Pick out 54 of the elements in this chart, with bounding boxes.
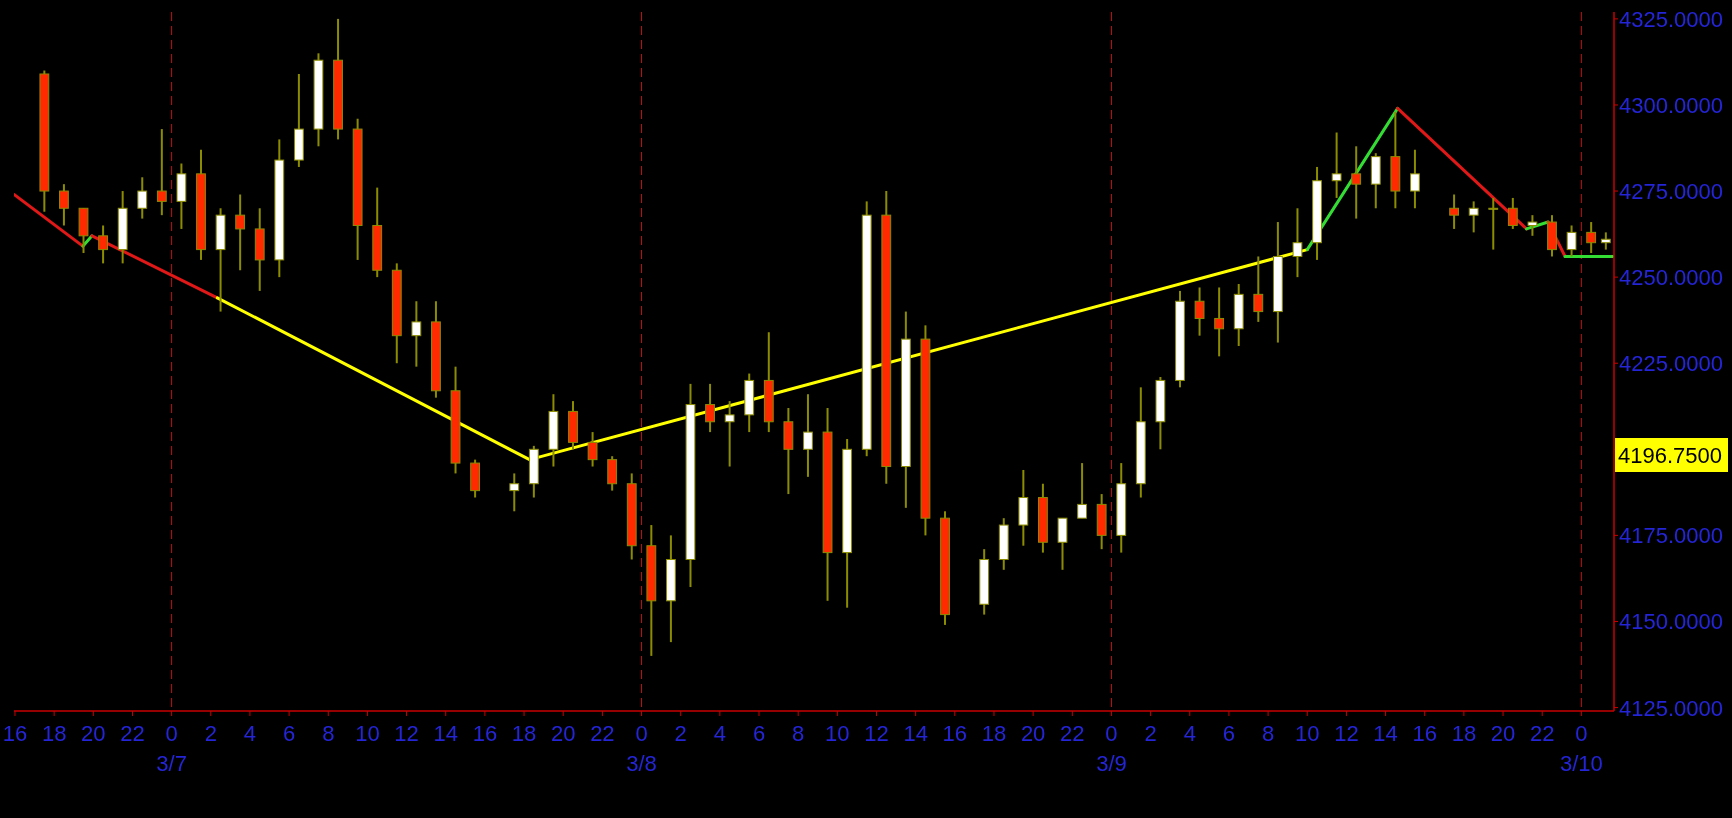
ref-line-label: 3/9 [1096, 751, 1127, 776]
x-tick-label: 20 [81, 721, 106, 746]
x-tick-label: 18 [41, 721, 67, 746]
x-tick-label: 22 [120, 721, 145, 746]
x-tick-label: 0 [635, 721, 648, 746]
x-tick-label: 20 [1490, 721, 1516, 746]
x-tick-label: 16 [2, 721, 28, 746]
x-tick-label: 2 [674, 721, 687, 746]
x-tick-label: 0 [1575, 721, 1588, 746]
x-tick-label: 18 [511, 721, 537, 746]
x-tick-label: 12 [1334, 721, 1359, 746]
x-tick-label: 8 [1261, 721, 1275, 746]
x-tick-label: 18 [981, 721, 1007, 746]
y-tick-label: 4275.0000 [1619, 178, 1723, 204]
x-tick-label: 10 [1295, 721, 1320, 746]
y-tick-label: 4325.0000 [1619, 6, 1723, 32]
x-tick-label: 10 [825, 721, 850, 746]
x-tick-label: 4 [243, 721, 257, 746]
x-tick-label: 14 [433, 721, 458, 746]
y-tick-label: 4225.0000 [1619, 350, 1723, 376]
text: 4196.7500 [1618, 442, 1722, 468]
ref-line-label: 3/8 [626, 751, 657, 776]
y-tick-label: 4300.0000 [1619, 92, 1723, 118]
y-tick-label: 4150.0000 [1619, 608, 1723, 634]
x-tick-label: 4 [1183, 721, 1196, 746]
x-tick-label: 2 [1144, 721, 1157, 746]
x-tick-label: 14 [1373, 721, 1398, 746]
x-tick-label: 6 [282, 721, 296, 746]
x-tick-label: 18 [1451, 721, 1477, 746]
x-tick-label: 10 [355, 721, 380, 746]
x-tick-label: 22 [590, 721, 615, 746]
x-tick-label: 22 [1529, 721, 1555, 746]
x-tick-label: 22 [1060, 721, 1085, 746]
ref-line-label: 3/10 [1559, 751, 1603, 776]
x-tick-label: 8 [792, 721, 805, 746]
x-tick-label: 4 [713, 721, 726, 746]
x-tick-label: 6 [1222, 721, 1236, 746]
x-tick-label: 16 [472, 721, 498, 746]
ref-line-label: 3/7 [156, 751, 187, 776]
x-tick-label: 16 [1412, 721, 1437, 746]
y-tick-label: 4175.0000 [1619, 522, 1723, 548]
x-tick-label: 16 [942, 721, 968, 746]
x-tick-label: 20 [1020, 721, 1046, 746]
x-tick-label: 0 [165, 721, 178, 746]
x-tick-label: 6 [752, 721, 766, 746]
x-tick-label: 8 [322, 721, 335, 746]
y-tick-label: 4125.0000 [1619, 695, 1723, 721]
x-tick-label: 2 [204, 721, 217, 746]
x-tick-label: 14 [903, 721, 928, 746]
x-tick-label: 0 [1105, 721, 1118, 746]
y-tick-label: 4250.0000 [1619, 264, 1723, 290]
x-tick-label: 12 [394, 721, 419, 746]
x-tick-label: 12 [864, 721, 889, 746]
x-tick-label: 20 [550, 721, 576, 746]
